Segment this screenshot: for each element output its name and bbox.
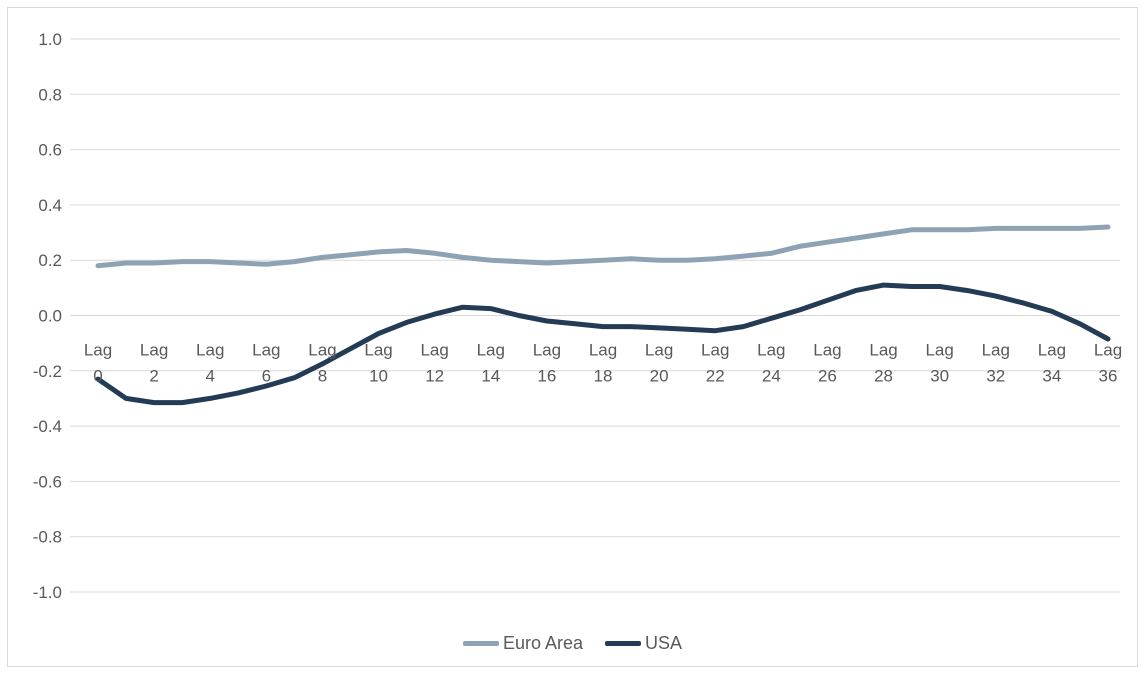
series-lines <box>95 224 1111 406</box>
x-tick-label-bottom: 30 <box>930 367 949 386</box>
legend: Euro Area USA <box>0 630 1145 656</box>
y-tick-label: 0.2 <box>38 251 62 270</box>
x-tick-label-top: Lag <box>420 341 448 360</box>
y-tick-label: -0.4 <box>33 417 62 436</box>
x-tick-label-bottom: 12 <box>425 367 444 386</box>
x-tick-label-bottom: 14 <box>481 367 500 386</box>
x-tick-label-top: Lag <box>813 341 841 360</box>
gridlines <box>70 38 1120 593</box>
legend-swatch-euro-area <box>462 640 499 646</box>
x-tick-label-top: Lag <box>252 341 280 360</box>
legend-item-usa: USA <box>605 633 682 654</box>
x-tick-label-bottom: 22 <box>706 367 725 386</box>
x-tick-label-top: Lag <box>1038 341 1066 360</box>
series-line-usa <box>95 282 1111 406</box>
x-tick-label-bottom: 16 <box>537 367 556 386</box>
x-tick-label-top: Lag <box>757 341 785 360</box>
x-tick-label-bottom: 34 <box>1042 367 1061 386</box>
x-tick-label-top: Lag <box>364 341 392 360</box>
legend-label-usa: USA <box>645 632 683 653</box>
x-tick-label-bottom: 36 <box>1099 367 1118 386</box>
x-tick-label-bottom: 0 <box>93 367 102 386</box>
x-tick-label-top: Lag <box>477 341 505 360</box>
legend-swatch-usa <box>605 640 642 646</box>
y-tick-label: 1.0 <box>38 30 62 49</box>
x-tick-label-bottom: 18 <box>594 367 613 386</box>
y-tick-label: -0.8 <box>33 528 62 547</box>
chart-frame <box>7 7 1138 667</box>
x-tick-label-bottom: 28 <box>874 367 893 386</box>
x-tick-label-top: Lag <box>645 341 673 360</box>
series-line-euro-area <box>95 224 1111 269</box>
x-tick-label-bottom: 26 <box>818 367 837 386</box>
x-tick-label-top: Lag <box>308 341 336 360</box>
x-tick-label-top: Lag <box>869 341 897 360</box>
y-axis-labels: 1.0 0.8 0.6 0.4 0.2 0.0 -0.2 -0.4 -0.6 -0.8 -1.0 <box>33 30 62 602</box>
legend-item-euro-area: Euro Area <box>462 632 584 654</box>
x-tick-label-bottom: 8 <box>318 367 327 386</box>
x-tick-label-bottom: 24 <box>762 367 781 386</box>
x-tick-label-top: Lag <box>925 341 953 360</box>
legend-label-euro-area: Euro Area <box>502 632 584 653</box>
x-tick-label-bottom: 6 <box>262 367 271 386</box>
x-tick-label-top: Lag <box>140 341 168 360</box>
x-tick-label-top: Lag <box>196 341 224 360</box>
x-tick-label-top: Lag <box>701 341 729 360</box>
y-tick-label: 0.8 <box>38 85 62 104</box>
y-tick-label: 0.0 <box>38 307 62 326</box>
y-tick-label: -0.2 <box>33 362 62 381</box>
y-tick-label: 0.4 <box>38 196 62 215</box>
x-axis-labels: Lag 0 Lag 2 Lag 4 Lag 6 Lag 8 Lag 10 Lag 12 Lag 14 Lag 16… <box>84 341 1122 386</box>
x-tick-label-top: Lag <box>982 341 1010 360</box>
y-tick-label: -0.6 <box>33 472 62 491</box>
x-tick-label-bottom: 20 <box>650 367 669 386</box>
x-tick-label-top: Lag <box>589 341 617 360</box>
y-tick-label: -1.0 <box>33 583 62 602</box>
x-tick-label-top: Lag <box>1094 341 1122 360</box>
x-tick-label-bottom: 32 <box>986 367 1005 386</box>
x-tick-label-top: Lag <box>533 341 561 360</box>
y-tick-label: 0.6 <box>38 141 62 160</box>
x-tick-label-bottom: 10 <box>369 367 388 386</box>
x-tick-label-bottom: 2 <box>149 367 158 386</box>
x-tick-label-top: Lag <box>84 341 112 360</box>
x-tick-label-bottom: 4 <box>205 367 214 386</box>
